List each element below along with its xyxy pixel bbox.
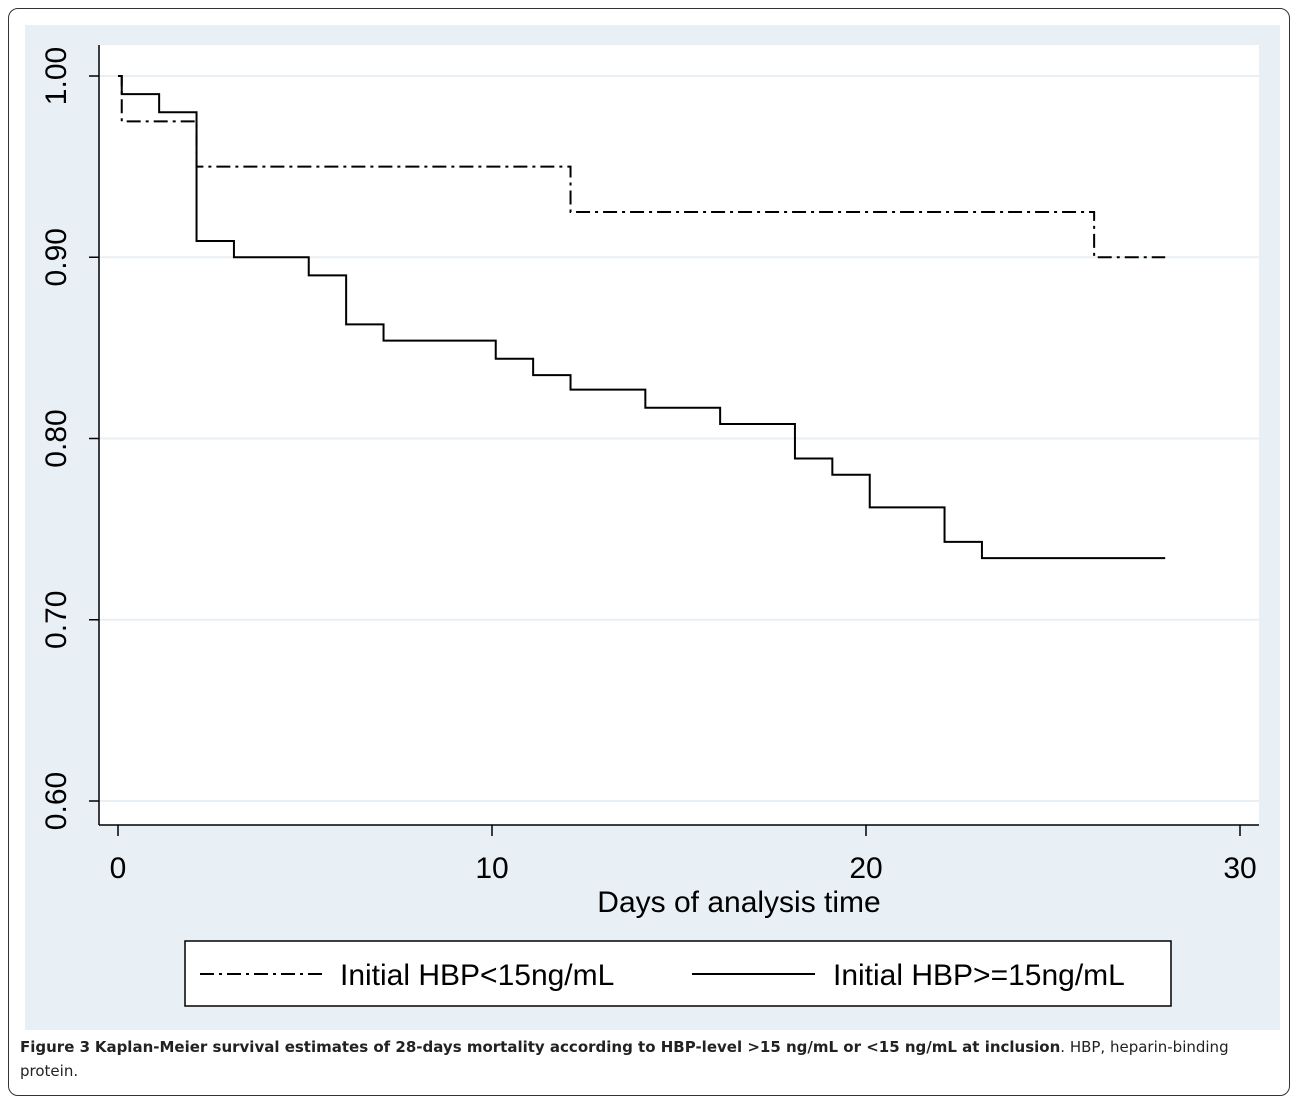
series-line-1 <box>118 75 1166 259</box>
x-tick-label: 30 <box>1223 852 1256 885</box>
y-tick-label: 0.60 <box>40 772 73 830</box>
x-tick-label: 0 <box>110 852 127 885</box>
legend-box <box>184 940 1172 1007</box>
plot-region <box>99 45 1259 825</box>
x-axis-label: Days of analysis time <box>597 886 880 919</box>
y-tick-label: 1.00 <box>40 47 73 105</box>
legend-label-2: Initial HBP>=15ng/mL <box>833 959 1125 992</box>
caption-title: Kaplan-Meier survival estimates of 28-da… <box>94 1038 1061 1056</box>
x-tick-label: 10 <box>475 852 508 885</box>
y-tick-label: 0.90 <box>40 228 73 286</box>
figure-caption: Figure 3 Kaplan-Meier survival estimates… <box>20 1035 1280 1083</box>
y-tick-label: 0.70 <box>40 591 73 649</box>
series-line-2 <box>118 75 1166 560</box>
x-tick-label: 20 <box>849 852 882 885</box>
y-tick-label: 0.80 <box>40 409 73 467</box>
caption-rest: . HBP, heparin-binding protein. <box>20 1038 1229 1080</box>
legend-label-1: Initial HBP<15ng/mL <box>340 959 614 992</box>
caption-label: Figure 3 <box>20 1038 91 1056</box>
